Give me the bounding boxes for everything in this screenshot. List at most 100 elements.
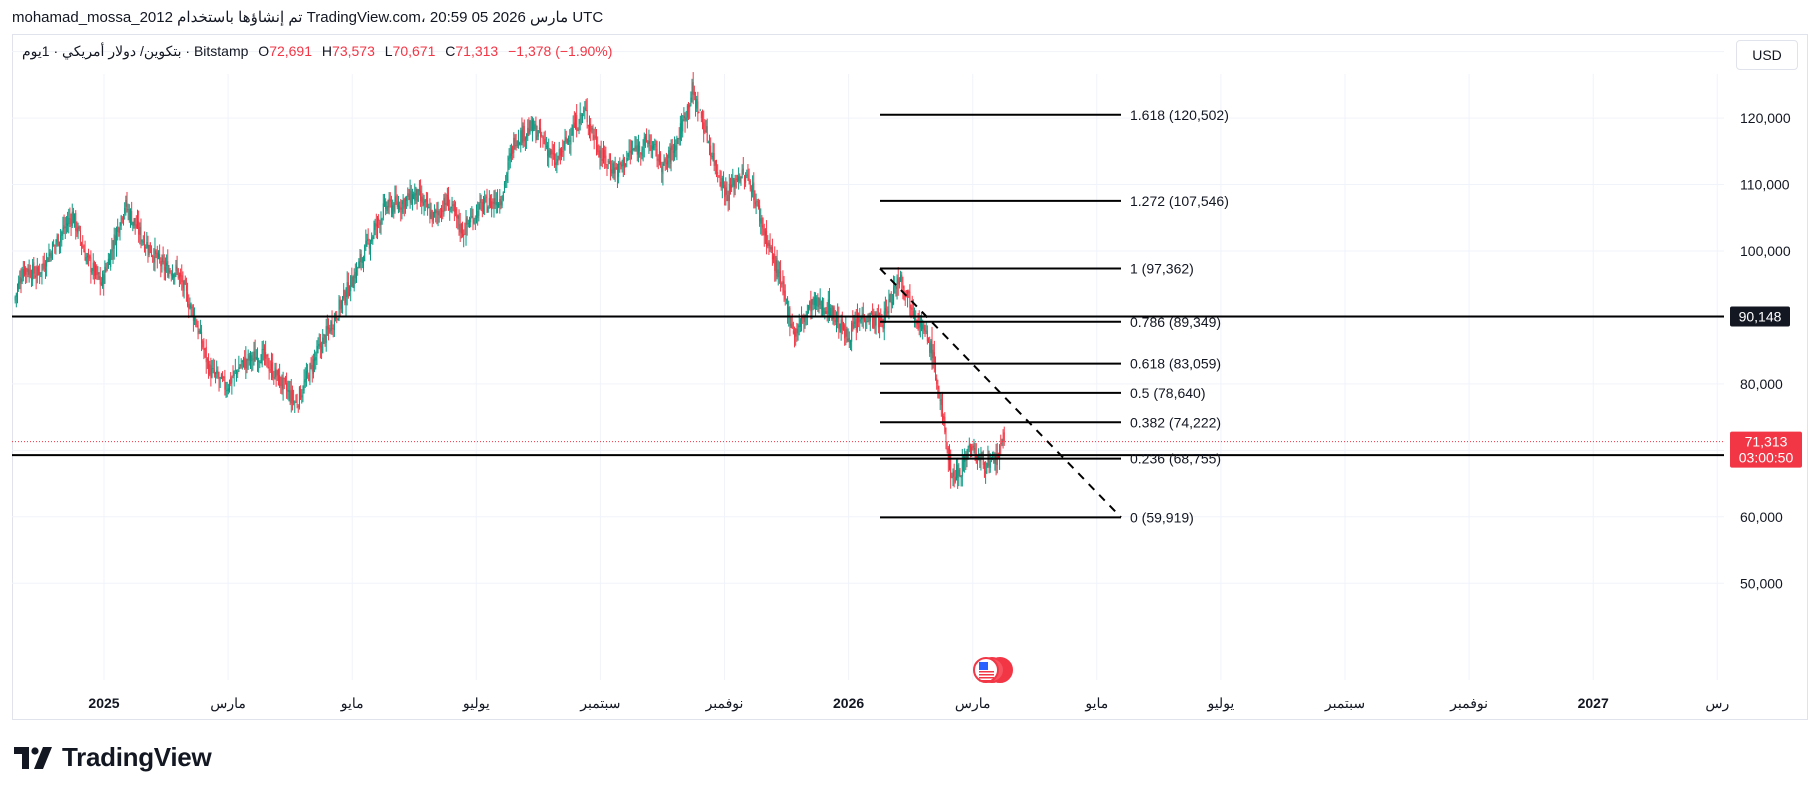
candle-body (124, 207, 126, 214)
candle-body (799, 319, 801, 327)
candle-body (136, 220, 138, 227)
candle-body (531, 119, 533, 134)
candle-body (548, 150, 550, 158)
candle-body (785, 299, 787, 301)
candle-body (203, 347, 205, 350)
candle-body (119, 228, 121, 235)
candle-body (889, 294, 891, 301)
candle-body (729, 185, 731, 191)
candle-body (860, 318, 862, 320)
candle-body (832, 306, 834, 319)
candle-body (576, 115, 578, 132)
candle-body (171, 272, 173, 278)
candle-body (774, 253, 776, 271)
candle-body (279, 375, 281, 387)
candle-body (222, 376, 224, 379)
candle-body (846, 327, 848, 340)
candle-body (153, 256, 155, 263)
candle-body (895, 287, 897, 289)
candle-body (568, 137, 570, 139)
candle-body (824, 310, 826, 314)
candle-body (883, 311, 885, 329)
candle-body (736, 178, 738, 182)
candle-body (76, 228, 78, 233)
candle-body (816, 297, 818, 307)
candle-body (283, 377, 285, 379)
candle-body (34, 275, 36, 278)
candle-body (997, 453, 999, 459)
candle-body (457, 215, 459, 219)
candle-body (304, 379, 306, 383)
candle-body (456, 208, 458, 218)
candle-body (305, 371, 307, 381)
candle-body (855, 319, 857, 331)
y-tick-label: 80,000 (1740, 376, 1783, 392)
candle-body (858, 317, 860, 323)
us-flag-icon[interactable] (973, 657, 1013, 683)
candle-body (649, 139, 651, 145)
candle-body (935, 361, 937, 380)
candle-body (818, 304, 820, 308)
candle-body (552, 153, 554, 155)
candle-body (20, 279, 22, 282)
currency-button[interactable]: USD (1736, 40, 1798, 70)
candle-body (340, 300, 342, 309)
candle-body (429, 208, 431, 219)
candle-body (826, 311, 828, 315)
fib-trend-line[interactable] (879, 267, 1122, 519)
candle-body (643, 137, 645, 146)
candle-body (591, 128, 593, 130)
candle-body (968, 444, 970, 448)
candle-body (496, 199, 498, 207)
candle-body (357, 267, 359, 269)
candle-body (1002, 438, 1004, 443)
candle-body (580, 114, 582, 116)
candle-body (929, 342, 931, 353)
candle-body (685, 117, 687, 121)
candle-body (387, 206, 389, 210)
candle-body (671, 145, 673, 151)
candle-body (312, 359, 314, 375)
x-tick-label: سبتمبر (579, 695, 620, 712)
low-value: 70,671 (392, 43, 436, 59)
candle-body (655, 141, 657, 148)
candle-body (416, 189, 418, 201)
candle-body (585, 106, 587, 111)
candle-body (753, 182, 755, 201)
candle-body (215, 373, 217, 375)
candle-body (481, 202, 483, 213)
candle-body (32, 264, 34, 281)
x-tick-label: يوليو (462, 695, 490, 712)
candle-body (402, 200, 404, 205)
candle-body (295, 401, 297, 403)
candle-body (782, 280, 784, 284)
candle-body (36, 266, 38, 276)
candle-body (467, 223, 469, 225)
candle-body (289, 390, 291, 402)
candle-body (434, 211, 436, 214)
candle-body (167, 261, 169, 277)
candle-body (219, 377, 221, 379)
candle-body (922, 324, 924, 330)
candle-body (381, 219, 383, 221)
candle-body (78, 226, 80, 230)
candle-body (91, 271, 93, 273)
candle-body (105, 268, 107, 270)
candle-body (696, 98, 698, 109)
candle-body (70, 219, 72, 225)
candle-body (64, 226, 66, 229)
candle-body (249, 352, 251, 360)
candle-body (364, 245, 366, 262)
candle-body (683, 115, 685, 119)
candle-body (668, 150, 670, 159)
candle-body (159, 253, 161, 260)
candle-body (47, 257, 49, 263)
candle-body (346, 282, 348, 298)
candle-body (709, 141, 711, 146)
candle-body (852, 321, 854, 329)
candle-body (86, 255, 88, 258)
candle-body (784, 290, 786, 300)
candle-body (268, 366, 270, 372)
candle-body (904, 295, 906, 297)
